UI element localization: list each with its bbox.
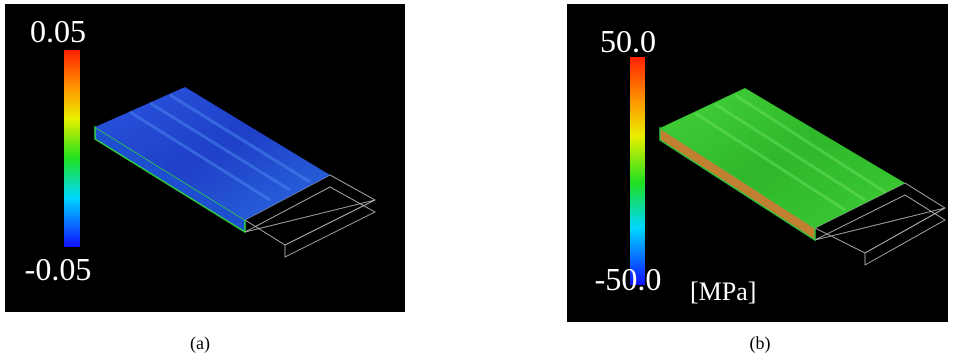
figure: 0.05 -0.05 50.0 -50.0 [MPa] (a) (b) [0,0,965,358]
colorbar-max: 50.0 [600,23,656,59]
colorbar-max: 0.05 [30,13,86,49]
caption: (b) [750,333,771,354]
colorbar [64,50,80,247]
colorbar-min: -0.05 [25,251,92,287]
unit-label: [MPa] [690,277,756,306]
colorbar [630,57,645,285]
panel-a: 0.05 -0.05 [5,4,405,312]
colorbar-min: -50.0 [595,261,662,297]
caption: (a) [190,333,210,354]
panel-b: 50.0 -50.0 [MPa] [567,4,948,322]
page: {"panels": [ {"colorbar": {"max": "0.05"… [0,0,965,358]
